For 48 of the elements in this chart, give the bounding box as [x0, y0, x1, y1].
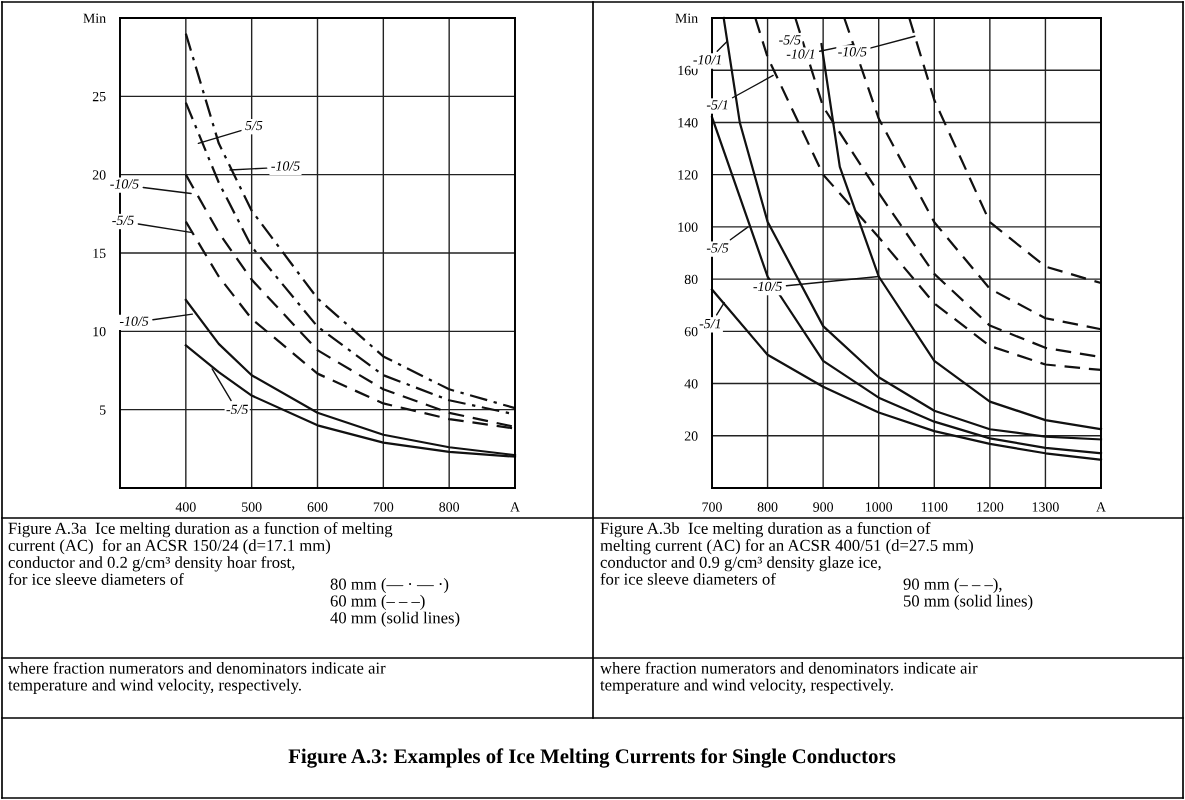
y-tick-label: 25 [92, 91, 106, 102]
y-tick-label: 140 [678, 118, 698, 128]
text: where fraction numerators and denominators indicate air temperature and wind velocity, respectively. [600, 661, 978, 695]
annotation: -5/5 [226, 404, 248, 415]
x-tick-label: 700 [702, 502, 722, 512]
y-tick-label: 100 [678, 222, 698, 232]
annotation: -10/5 [119, 316, 149, 326]
annotation: -10/5 [753, 281, 782, 292]
x-tick-label: 400 [175, 502, 196, 512]
annotation: -10/5 [271, 161, 300, 171]
annotation: -5/1 [706, 100, 728, 110]
annotation: 5/5 [245, 120, 263, 131]
x-tick-label: A [1096, 502, 1106, 512]
y-tick-label: 15 [93, 248, 106, 258]
y-tick-label: 5 [99, 405, 106, 415]
annotation: -5/1 [699, 319, 721, 329]
text: 80 mm (— · — ·) 60 mm (– – –) 40 mm (solid lines) [330, 578, 460, 627]
y-tick-label: 120 [678, 170, 698, 180]
x-tick-label: 1100 [921, 502, 948, 512]
y-tick-label: 10 [93, 326, 106, 337]
text: 90 mm (– – –), 50 mm (solid lines) [903, 578, 1033, 610]
annotation: -10/1 [693, 55, 721, 65]
y-tick-label: 60 [684, 326, 698, 337]
annotation: -5/5 [706, 243, 729, 253]
x-tick-label: 500 [242, 502, 262, 512]
y-tick-label: 40 [684, 379, 698, 389]
line-series [908, 16, 1103, 285]
y-tick-label: Min [675, 13, 698, 23]
y-tick-label: Min [83, 13, 106, 23]
annotation: -10/1 [786, 49, 815, 59]
text: where fraction numerators and denominators indicate air temperature and wind velocity, respectively. [8, 661, 386, 695]
annotation: -5/5 [112, 215, 134, 225]
x-tick-label: A [510, 502, 520, 512]
x-tick-label: 900 [813, 502, 834, 512]
annotation: -10/5 [110, 179, 139, 189]
y-tick-label: 20 [684, 431, 698, 441]
x-tick-label: 1200 [977, 502, 1004, 512]
text: Figure A.3: Examples of Ice Melting Currents for Single Conductors [288, 748, 896, 768]
x-tick-label: 800 [439, 502, 460, 512]
y-tick-label: 20 [92, 170, 106, 180]
x-tick-label: 1300 [1032, 502, 1059, 512]
y-tick-label: 80 [684, 274, 698, 285]
x-tick-label: 700 [373, 502, 394, 512]
annotation: -5/5 [779, 35, 801, 45]
x-tick-label: 1000 [866, 502, 893, 512]
annotation: -10/5 [838, 47, 867, 57]
x-tick-label: 800 [757, 502, 778, 512]
x-tick-label: 600 [307, 502, 328, 512]
